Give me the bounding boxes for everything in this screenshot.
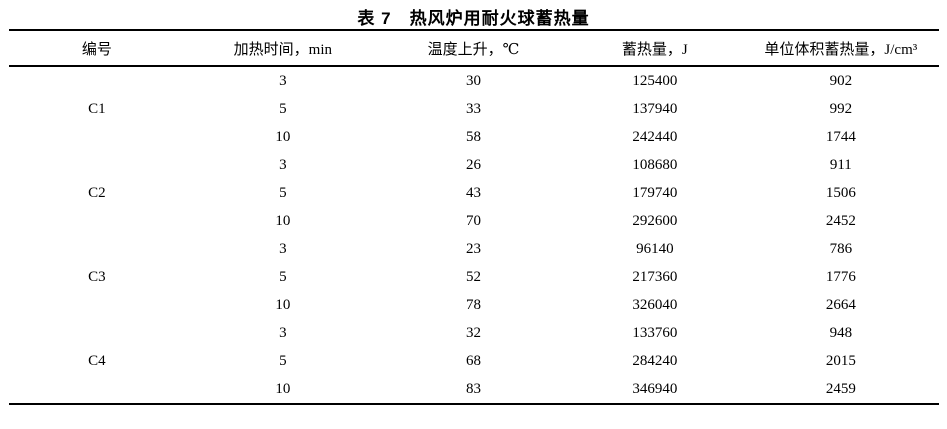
table-row: 10 58 242440 1744 <box>9 123 939 151</box>
group-label-c3: C3 <box>88 268 106 285</box>
col-header-heating-time: 加热时间，min <box>233 41 332 58</box>
table-row: 10 70 292600 2452 <box>9 207 939 235</box>
cell-temp-rise: 68 <box>465 352 481 369</box>
cell-heat-storage: 96140 <box>636 240 674 257</box>
cell-heating-time: 3 <box>279 324 287 341</box>
table-row: C3 3 23 96140 786 <box>9 235 939 285</box>
table-row: 10 78 326040 2664 <box>9 291 939 319</box>
cell-temp-rise: 70 <box>465 212 481 229</box>
cell-unit-heat-storage: 2459 <box>825 380 856 397</box>
group-label-c4: C4 <box>88 352 106 369</box>
table-row: 5 68 284240 2015 <box>9 347 939 375</box>
table-row: 5 52 217360 1776 <box>9 263 939 291</box>
table-header: 编号 加热时间，min 温度上升，℃ 蓄热量，J 单位体积蓄热量，J/cm³ <box>8 30 939 66</box>
cell-unit-heat-storage: 1776 <box>825 268 856 285</box>
cell-heat-storage: 137940 <box>632 100 678 117</box>
group-label-c2: C2 <box>88 184 106 201</box>
cell-heating-time: 5 <box>279 100 287 117</box>
cell-unit-heat-storage: 1744 <box>825 128 856 145</box>
cell-temp-rise: 83 <box>465 380 481 397</box>
cell-temp-rise: 58 <box>465 128 481 145</box>
cell-heat-storage: 133760 <box>632 324 678 341</box>
cell-heating-time: 10 <box>275 380 291 397</box>
cell-heat-storage: 179740 <box>632 184 678 201</box>
cell-heat-storage: 217360 <box>632 268 678 285</box>
cell-unit-heat-storage: 2015 <box>825 352 856 369</box>
cell-unit-heat-storage: 2452 <box>825 212 856 229</box>
cell-temp-rise: 78 <box>465 296 481 313</box>
table-row: C2 3 26 108680 911 <box>9 151 939 201</box>
cell-heat-storage: 326040 <box>632 296 678 313</box>
cell-unit-heat-storage: 2664 <box>825 296 856 313</box>
cell-heat-storage: 108680 <box>632 156 678 173</box>
cell-temp-rise: 32 <box>465 324 481 341</box>
table-body: C1 3 30 125400 902 5 33 137940 992 10 58… <box>9 66 939 404</box>
cell-unit-heat-storage: 992 <box>829 100 853 117</box>
cell-temp-rise: 26 <box>465 156 481 173</box>
cell-temp-rise: 52 <box>465 268 481 285</box>
cell-unit-heat-storage: 911 <box>829 156 852 173</box>
cell-temp-rise: 43 <box>465 184 481 201</box>
table-row: C4 3 32 133760 948 <box>9 319 939 369</box>
col-header-heat-storage: 蓄热量，J <box>621 41 688 58</box>
col-header-temp-rise: 温度上升，℃ <box>427 41 520 58</box>
cell-heating-time: 3 <box>279 156 287 173</box>
cell-heat-storage: 346940 <box>632 380 678 397</box>
col-header-unit-heat-storage: 单位体积蓄热量，J/cm³ <box>764 41 918 58</box>
cell-heat-storage: 292600 <box>632 212 678 229</box>
group-label-c1: C1 <box>88 100 106 117</box>
cell-heating-time: 10 <box>275 296 291 313</box>
table-row: 10 83 346940 2459 <box>9 375 939 404</box>
cell-heating-time: 10 <box>275 128 291 145</box>
cell-temp-rise: 30 <box>465 72 481 89</box>
cell-heat-storage: 125400 <box>632 72 678 89</box>
cell-heat-storage: 284240 <box>632 352 678 369</box>
cell-unit-heat-storage: 1506 <box>825 184 856 201</box>
table-row: C1 3 30 125400 902 <box>9 66 939 117</box>
cell-unit-heat-storage: 948 <box>829 324 853 341</box>
cell-heating-time: 5 <box>279 184 287 201</box>
table-title: 表 7 热风炉用耐火球蓄热量 <box>357 9 590 28</box>
cell-heating-time: 10 <box>275 212 291 229</box>
header-row: 编号 加热时间，min 温度上升，℃ 蓄热量，J 单位体积蓄热量，J/cm³ <box>8 30 939 66</box>
col-header-id: 编号 <box>81 41 112 58</box>
cell-unit-heat-storage: 902 <box>829 72 853 89</box>
cell-heating-time: 3 <box>279 240 287 257</box>
table-row: 5 43 179740 1506 <box>9 179 939 207</box>
heat-storage-table: 编号 加热时间，min 温度上升，℃ 蓄热量，J 单位体积蓄热量，J/cm³ C… <box>8 29 939 405</box>
cell-heat-storage: 242440 <box>632 128 678 145</box>
cell-unit-heat-storage: 786 <box>829 240 853 257</box>
table-row: 5 33 137940 992 <box>9 95 939 123</box>
cell-heating-time: 5 <box>279 352 287 369</box>
cell-heating-time: 5 <box>279 268 287 285</box>
cell-temp-rise: 23 <box>465 240 481 257</box>
cell-heating-time: 3 <box>279 72 287 89</box>
cell-temp-rise: 33 <box>465 100 481 117</box>
